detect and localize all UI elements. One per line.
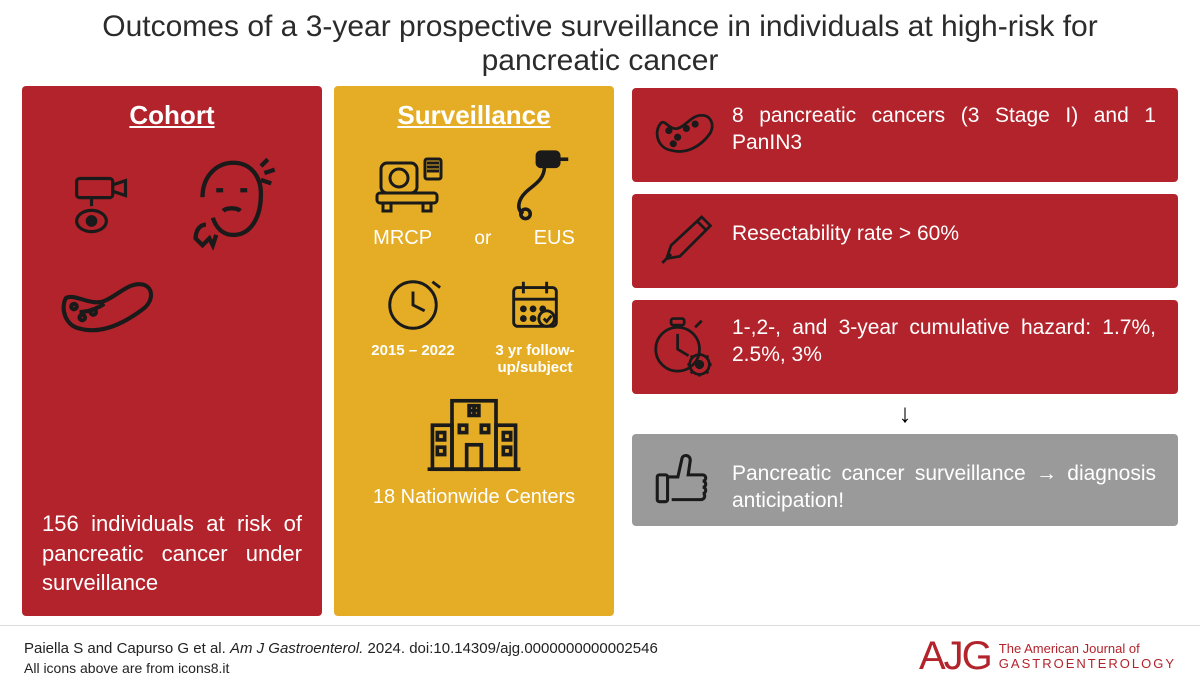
columns-container: Cohort <box>0 86 1200 616</box>
eus-label: EUS <box>534 227 575 250</box>
icon-attribution: All icons above are from icons8.it <box>24 659 658 679</box>
followup-label: 3 yr follow-up/subject <box>476 342 593 376</box>
worried-person-icon <box>175 149 285 259</box>
result-card-conclusion: Pancreatic cancer surveillance → diagnos… <box>632 434 1178 527</box>
ajg-logo-line1: The American Journal of <box>999 642 1176 657</box>
page-title: Outcomes of a 3-year prospective surveil… <box>0 0 1200 86</box>
arrow-down-icon: ↓ <box>632 406 1178 422</box>
result-text-conclusion: Pancreatic cancer surveillance → diagnos… <box>732 446 1156 515</box>
mrcp-label: MRCP <box>373 227 432 250</box>
ajg-logo: AJG The American Journal of GASTROENTERO… <box>919 634 1176 679</box>
cohort-heading: Cohort <box>42 100 302 131</box>
stopwatch-gear-icon <box>646 312 718 382</box>
result-text-cancers: 8 pancreatic cancers (3 Stage I) and 1 P… <box>732 100 1156 157</box>
pancreas-icon <box>52 267 162 357</box>
result-card-resectability: Resectability rate > 60% <box>632 194 1178 288</box>
cohort-icons <box>42 149 302 509</box>
pancreas-cancer-icon <box>646 100 718 170</box>
surveillance-panel: Surveillance <box>334 86 614 616</box>
years-label: 2015 – 2022 <box>354 342 471 376</box>
mri-scanner-icon <box>373 143 453 223</box>
ajg-logo-line2: GASTROENTEROLOGY <box>999 657 1176 672</box>
camera-icon <box>60 164 140 244</box>
clock-icon <box>380 272 446 338</box>
footer: Paiella S and Capurso G et al. Am J Gast… <box>0 625 1200 689</box>
result-text-hazard: 1-,2-, and 3-year cumulative hazard: 1.7… <box>732 312 1156 369</box>
cohort-panel: Cohort <box>22 86 322 616</box>
surveillance-heading: Surveillance <box>352 100 596 131</box>
result-card-cancers: 8 pancreatic cancers (3 Stage I) and 1 P… <box>632 88 1178 182</box>
citation: Paiella S and Capurso G et al. Am J Gast… <box>24 638 658 659</box>
result-card-hazard: 1-,2-, and 3-year cumulative hazard: 1.7… <box>632 300 1178 394</box>
result-text-resectability: Resectability rate > 60% <box>732 206 1156 247</box>
cohort-text: 156 individuals at risk of pancreatic ca… <box>42 509 302 598</box>
calendar-icon <box>502 272 568 338</box>
hospital-icon <box>424 390 524 480</box>
centers-label: 18 Nationwide Centers <box>352 486 596 509</box>
thumbs-up-icon <box>646 446 718 512</box>
results-panel: 8 pancreatic cancers (3 Stage I) and 1 P… <box>626 86 1178 616</box>
scalpel-icon <box>646 206 718 276</box>
endoscope-icon <box>495 143 575 223</box>
or-label: or <box>474 228 491 250</box>
ajg-logo-big: AJG <box>919 634 991 679</box>
